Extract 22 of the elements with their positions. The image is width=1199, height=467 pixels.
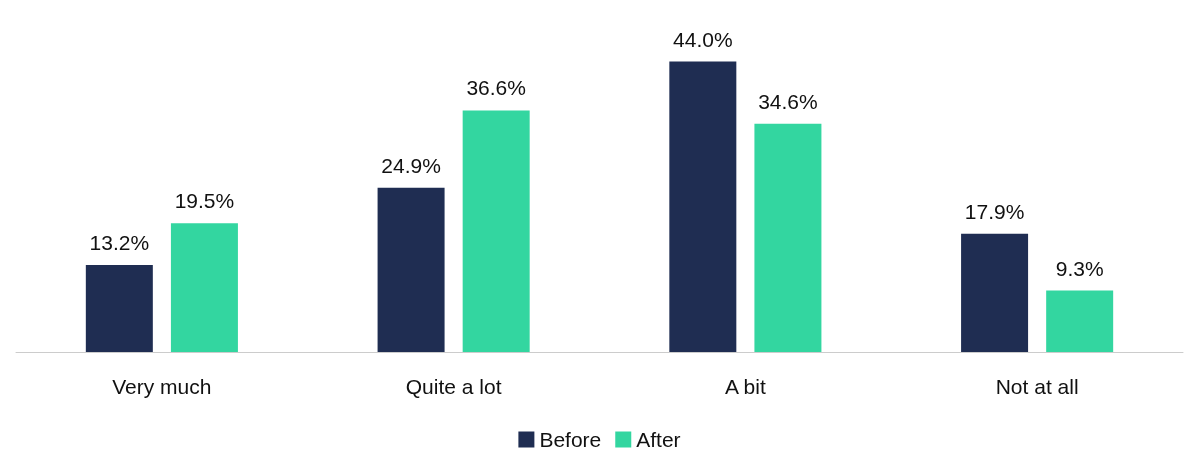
x-tick-label: A bit [724, 375, 766, 398]
bar [961, 233, 1029, 352]
bar [669, 61, 737, 352]
x-tick-label: Not at all [995, 375, 1079, 398]
data-label: 13.2% [89, 230, 150, 254]
bar [754, 123, 822, 352]
bar [462, 110, 530, 352]
legend-label: Before [539, 428, 602, 451]
data-label: 44.0% [673, 27, 733, 51]
x-tick-label: Quite a lot [405, 375, 502, 398]
data-label: 24.9% [381, 153, 441, 177]
bar [377, 187, 445, 352]
bar [85, 264, 153, 352]
data-label: 19.5% [174, 189, 235, 213]
bar [1046, 290, 1114, 352]
bar [170, 223, 238, 352]
data-label: 17.9% [964, 199, 1025, 223]
data-label: 34.6% [758, 89, 818, 113]
data-label: 36.6% [466, 76, 526, 100]
x-tick-label: Very much [112, 375, 212, 398]
legend-label: After [636, 428, 681, 451]
data-label: 9.3% [1055, 256, 1104, 280]
